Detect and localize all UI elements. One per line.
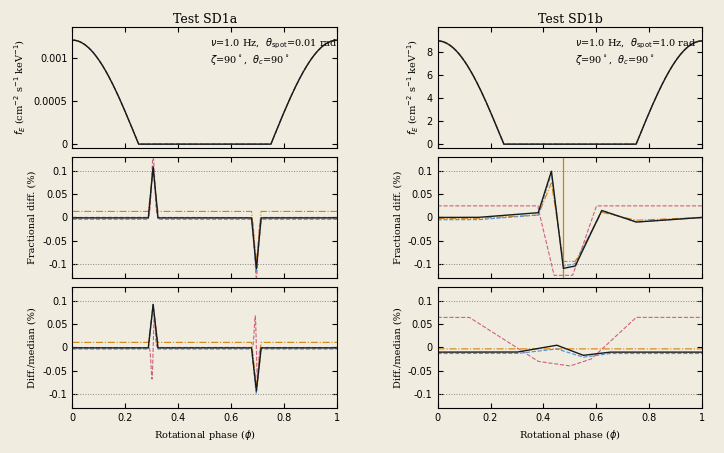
X-axis label: Rotational phase ($\phi$): Rotational phase ($\phi$) (519, 428, 621, 442)
Y-axis label: Diff./median (%): Diff./median (%) (393, 307, 403, 388)
Text: $\nu$=1.0 Hz,  $\theta_{\rm spot}$=0.01 rad
$\zeta$=90$^\circ$,  $\theta_c$=90$^: $\nu$=1.0 Hz, $\theta_{\rm spot}$=0.01 r… (210, 37, 337, 67)
Y-axis label: Fractional diff. (%): Fractional diff. (%) (393, 171, 403, 264)
Title: Test SD1b: Test SD1b (537, 13, 602, 26)
Y-axis label: $f_E$ (cm$^{-2}$ s$^{-1}$ keV$^{-1}$): $f_E$ (cm$^{-2}$ s$^{-1}$ keV$^{-1}$) (13, 39, 28, 135)
Title: Test SD1a: Test SD1a (172, 13, 237, 26)
Y-axis label: Fractional diff. (%): Fractional diff. (%) (28, 171, 37, 264)
Y-axis label: Diff./median (%): Diff./median (%) (28, 307, 37, 388)
Text: $\nu$=1.0 Hz,  $\theta_{\rm spot}$=1.0 rad
$\zeta$=90$^\circ$,  $\theta_c$=90$^\: $\nu$=1.0 Hz, $\theta_{\rm spot}$=1.0 ra… (576, 37, 696, 67)
Y-axis label: $f_E$ (cm$^{-2}$ s$^{-1}$ keV$^{-1}$): $f_E$ (cm$^{-2}$ s$^{-1}$ keV$^{-1}$) (405, 39, 421, 135)
X-axis label: Rotational phase ($\phi$): Rotational phase ($\phi$) (153, 428, 256, 442)
